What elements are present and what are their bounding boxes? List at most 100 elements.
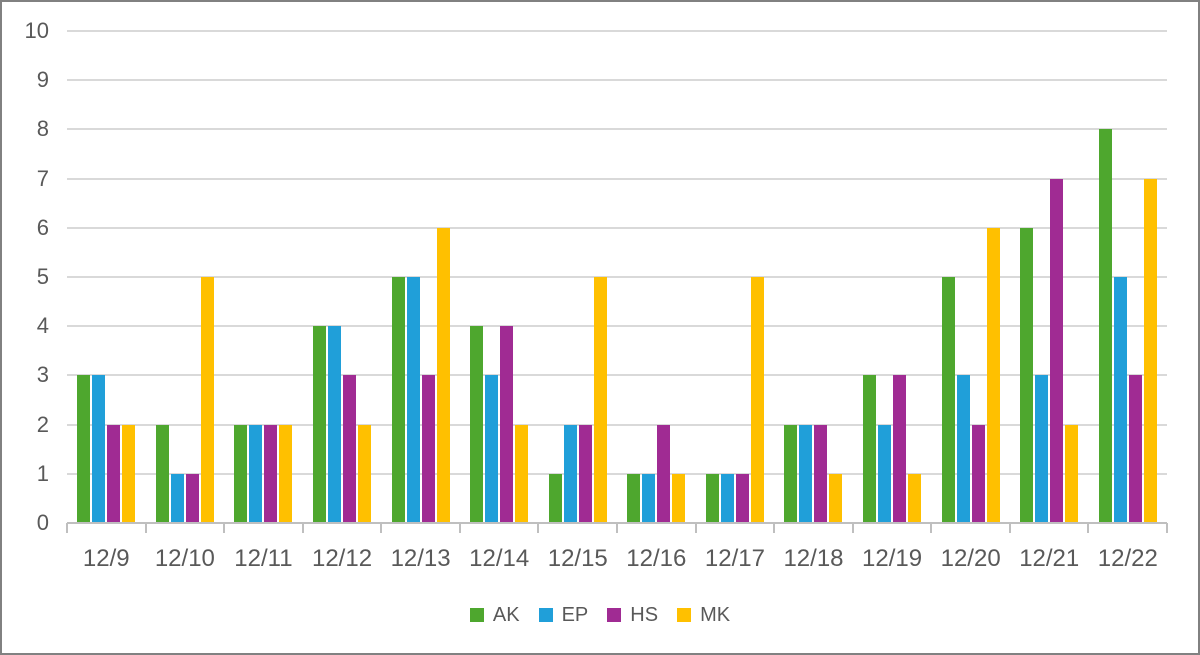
bar-ep-12-21 — [1035, 375, 1049, 523]
bar-ak-12-20 — [941, 277, 955, 523]
x-tick-label: 12/21 — [1019, 545, 1080, 572]
bar-ak-12-19 — [862, 375, 876, 523]
x-axis-tick — [773, 523, 776, 533]
legend-swatch-icon — [469, 608, 484, 622]
bar-hs-12-12 — [342, 375, 356, 523]
bar-mk-12-12 — [357, 424, 371, 523]
bar-mk-12-21 — [1065, 424, 1079, 523]
bar-group-12-22 — [1088, 31, 1167, 523]
bar-group-12-16 — [617, 31, 696, 523]
y-tick-label: 6 — [36, 214, 49, 240]
bar-hs-12-11 — [264, 424, 278, 523]
x-tick-label: 12/16 — [626, 545, 687, 572]
x-tick-label: 12/12 — [311, 545, 373, 572]
legend-label: EP — [561, 604, 589, 626]
bar-group-12-11 — [224, 31, 303, 523]
plot-area — [66, 30, 1168, 533]
x-tick-label: 12/17 — [704, 545, 765, 572]
y-tick-label: 8 — [36, 116, 49, 142]
bar-mk-12-17 — [750, 277, 764, 523]
bar-mk-12-15 — [593, 277, 607, 523]
y-tick-label: 5 — [36, 264, 49, 289]
bar-group-12-15 — [538, 31, 617, 523]
x-tick-label: 12/18 — [783, 545, 844, 572]
x-axis-tick — [851, 523, 854, 533]
bar-ak-12-16 — [627, 473, 641, 523]
bar-ak-12-11 — [234, 424, 248, 523]
legend-item-ep: EP — [538, 604, 589, 626]
x-tick-label: 12/13 — [390, 545, 451, 572]
bar-hs-12-19 — [892, 375, 906, 523]
y-tick-label: 10 — [24, 18, 49, 43]
x-axis-tick — [930, 523, 933, 533]
gridline — [67, 423, 1167, 426]
y-tick-label: 2 — [36, 411, 49, 437]
bar-ep-12-16 — [642, 473, 656, 523]
x-axis-tick — [537, 523, 540, 533]
gridline — [67, 177, 1167, 180]
bar-mk-12-10 — [200, 277, 214, 523]
bar-group-12-9 — [67, 31, 146, 523]
bar-hs-12-17 — [735, 473, 749, 523]
x-axis-tick — [380, 523, 383, 533]
bar-mk-12-14 — [515, 424, 529, 523]
x-axis-tick — [66, 523, 68, 533]
legend-label: HS — [630, 604, 659, 626]
bar-ak-12-13 — [391, 277, 405, 523]
bar-ep-12-15 — [563, 424, 577, 523]
x-tick-label: 12/22 — [1097, 545, 1158, 572]
gridline — [67, 226, 1167, 229]
bar-ak-12-21 — [1020, 227, 1034, 523]
bar-hs-12-15 — [578, 424, 592, 523]
x-axis-tick — [144, 523, 147, 533]
gridline — [67, 325, 1167, 328]
bar-ep-12-10 — [170, 473, 184, 523]
y-tick-label: 9 — [36, 67, 49, 93]
bar-group-12-17 — [696, 31, 775, 523]
bar-group-12-12 — [303, 31, 382, 523]
bar-ak-12-9 — [77, 375, 91, 523]
bar-hs-12-20 — [971, 424, 985, 523]
bar-mk-12-20 — [986, 227, 1000, 523]
y-tick-label: 3 — [36, 362, 49, 388]
bar-ak-12-18 — [784, 424, 798, 523]
bar-group-12-20 — [931, 31, 1010, 523]
x-axis-tick — [223, 523, 226, 533]
bar-group-12-21 — [1010, 31, 1089, 523]
x-tick-label: 12/10 — [154, 545, 215, 572]
bar-ep-12-9 — [92, 375, 106, 523]
y-tick-label: 1 — [36, 460, 49, 486]
x-axis-labels: 12/9 12/10 12/11 12/12 12/13 12/14 12/15 12/16 1… — [67, 547, 1167, 571]
y-tick-label: 4 — [36, 313, 49, 339]
legend-label: AK — [492, 604, 520, 626]
bar-ep-12-19 — [877, 424, 891, 523]
bar-ak-12-12 — [312, 326, 326, 523]
x-axis-tick — [1087, 523, 1090, 533]
bar-ak-12-14 — [470, 326, 484, 523]
bar-ep-12-11 — [249, 424, 263, 523]
x-tick-label: 12/20 — [940, 545, 1001, 572]
legend: AK EP HS MK — [2, 600, 1198, 630]
bar-hs-12-18 — [814, 424, 828, 523]
bar-mk-12-19 — [907, 473, 921, 523]
legend-swatch-icon — [538, 608, 553, 622]
bar-mk-12-16 — [672, 473, 686, 523]
bar-ak-12-10 — [155, 424, 169, 523]
bar-ep-12-22 — [1113, 277, 1127, 523]
legend-item-hs: HS — [607, 605, 658, 625]
x-tick-label: 12/19 — [862, 545, 923, 572]
x-axis-tick — [1008, 523, 1011, 533]
y-axis-labels: 0 1 2 3 4 5 6 7 8 9 10 — [2, 20, 49, 534]
gridline — [67, 276, 1167, 278]
bar-group-12-13 — [381, 31, 460, 523]
gridline — [67, 128, 1167, 131]
x-axis-tick — [1166, 523, 1168, 533]
legend-item-mk: MK — [677, 605, 730, 625]
bar-hs-12-13 — [421, 375, 435, 523]
y-tick-label: 0 — [36, 510, 49, 535]
x-tick-label: 12/9 — [82, 545, 130, 572]
bar-group-12-14 — [460, 31, 539, 523]
bar-hs-12-14 — [500, 326, 514, 523]
bar-ep-12-14 — [485, 375, 499, 523]
